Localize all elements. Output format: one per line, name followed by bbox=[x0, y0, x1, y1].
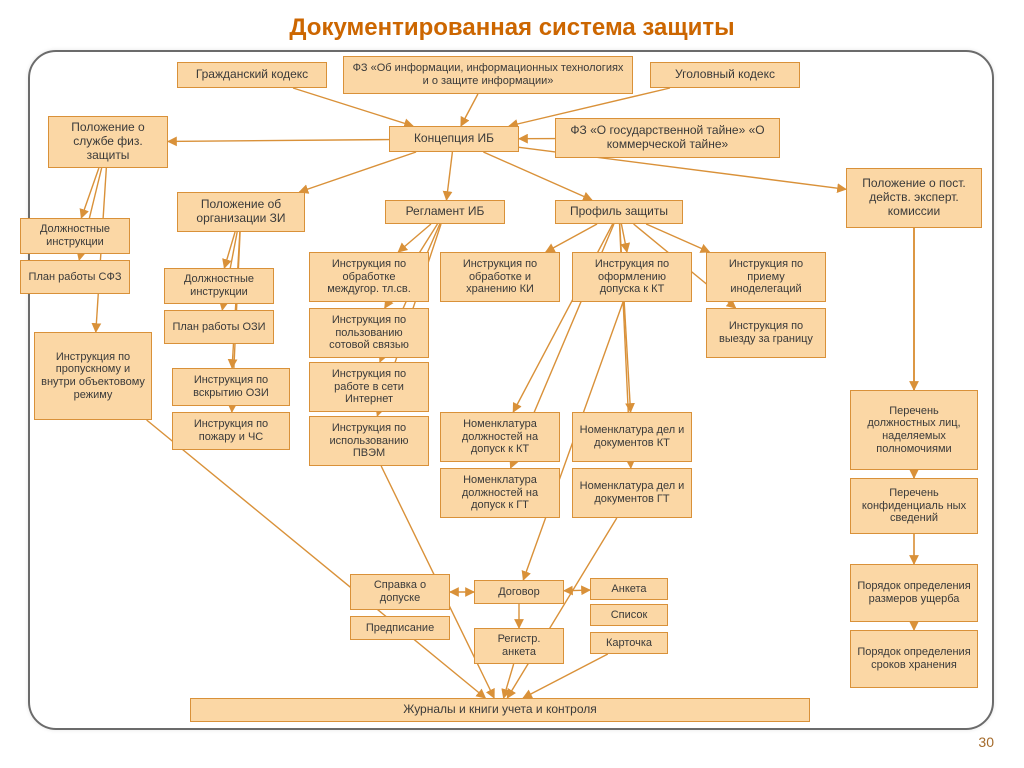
node-label: Должностные инструкции bbox=[171, 273, 267, 298]
node-gk: Гражданский кодекс bbox=[177, 62, 327, 88]
node-label: Номенклатура должностей на допуск к КТ bbox=[447, 418, 553, 456]
node-uk: Уголовный кодекс bbox=[650, 62, 800, 88]
node-nomdgt: Номенклатура дел и документов ГТ bbox=[572, 468, 692, 518]
node-dolji1: Должностные инструкции bbox=[20, 218, 130, 254]
node-label: Регистр. анкета bbox=[481, 633, 557, 658]
node-label: Положение о пост. действ. эксперт. комис… bbox=[853, 177, 975, 218]
node-instrmg: Инструкция по обработке междугор. тл.св. bbox=[309, 252, 429, 302]
node-label: Предписание bbox=[357, 622, 443, 635]
node-label: Карточка bbox=[597, 637, 661, 650]
node-label: Инструкция по пропускному и внутри объек… bbox=[41, 351, 145, 402]
node-label: Номенклатура должностей на допуск к ГТ bbox=[447, 474, 553, 512]
node-fzt: ФЗ «О государственной тайне» «О коммерче… bbox=[555, 118, 780, 158]
node-instrpozh: Инструкция по пожару и ЧС bbox=[172, 412, 290, 450]
node-label: Перечень должностных лиц, наделяемых пол… bbox=[857, 405, 971, 456]
node-perdolj: Перечень должностных лиц, наделяемых пол… bbox=[850, 390, 978, 470]
node-label: Журналы и книги учета и контроля bbox=[197, 703, 803, 717]
node-polozi: Положение об организации ЗИ bbox=[177, 192, 305, 232]
node-label: Список bbox=[597, 609, 661, 622]
node-perkonf: Перечень конфиденциаль ных сведений bbox=[850, 478, 978, 534]
node-instrki: Инструкция по обработке и хранению КИ bbox=[440, 252, 560, 302]
node-anketa: Анкета bbox=[590, 578, 668, 600]
node-plansfz: План работы СФЗ bbox=[20, 260, 130, 294]
node-label: План работы СФЗ bbox=[27, 271, 123, 284]
node-label: Перечень конфиденциаль ных сведений bbox=[857, 487, 971, 525]
node-label: Инструкция по вскрытию ОЗИ bbox=[179, 374, 283, 399]
node-label: Гражданский кодекс bbox=[184, 68, 320, 82]
node-label: Инструкция по работе в сети Интернет bbox=[316, 368, 422, 406]
node-label: Справка о допуске bbox=[357, 579, 443, 604]
node-label: Инструкция по пользованию сотовой связью bbox=[316, 314, 422, 352]
node-nomgt: Номенклатура должностей на допуск к ГТ bbox=[440, 468, 560, 518]
node-label: ФЗ «О государственной тайне» «О коммерче… bbox=[562, 124, 773, 152]
node-instrinet: Инструкция по работе в сети Интернет bbox=[309, 362, 429, 412]
node-label: Инструкция по оформлению допуска к КТ bbox=[579, 258, 685, 296]
node-fzinfo: ФЗ «Об информации, информационных технол… bbox=[343, 56, 633, 94]
node-label: Регламент ИБ bbox=[392, 205, 498, 219]
node-label: Инструкция по обработке и хранению КИ bbox=[447, 258, 553, 296]
node-zhurnaly: Журналы и книги учета и контроля bbox=[190, 698, 810, 722]
node-profz: Профиль защиты bbox=[555, 200, 683, 224]
node-label: Должностные инструкции bbox=[27, 223, 123, 248]
slide-number: 30 bbox=[978, 734, 994, 750]
node-label: Анкета bbox=[597, 583, 661, 596]
node-label: Порядок определения размеров ущерба bbox=[857, 580, 971, 605]
node-instrvsk: Инструкция по вскрытию ОЗИ bbox=[172, 368, 290, 406]
node-label: Номенклатура дел и документов КТ bbox=[579, 424, 685, 449]
node-polpek: Положение о пост. действ. эксперт. комис… bbox=[846, 168, 982, 228]
node-instrkt: Инструкция по оформлению допуска к КТ bbox=[572, 252, 692, 302]
node-label: Номенклатура дел и документов ГТ bbox=[579, 480, 685, 505]
node-label: Положение об организации ЗИ bbox=[184, 198, 298, 226]
node-konc: Концепция ИБ bbox=[389, 126, 519, 152]
node-planozi: План работы ОЗИ bbox=[164, 310, 274, 344]
node-nomdkt: Номенклатура дел и документов КТ bbox=[572, 412, 692, 462]
node-spisok: Список bbox=[590, 604, 668, 626]
node-label: Положение о службе физ. защиты bbox=[55, 121, 161, 162]
node-label: Уголовный кодекс bbox=[657, 68, 793, 82]
node-instrsot: Инструкция по пользованию сотовой связью bbox=[309, 308, 429, 358]
node-spravka: Справка о допуске bbox=[350, 574, 450, 610]
node-label: Профиль защиты bbox=[562, 205, 676, 219]
node-instrpvem: Инструкция по использованию ПВЭМ bbox=[309, 416, 429, 466]
node-nomkt: Номенклатура должностей на допуск к КТ bbox=[440, 412, 560, 462]
node-regib: Регламент ИБ bbox=[385, 200, 505, 224]
node-reganketa: Регистр. анкета bbox=[474, 628, 564, 664]
node-label: Инструкция по пожару и ЧС bbox=[179, 418, 283, 443]
node-poru: Порядок определения размеров ущерба bbox=[850, 564, 978, 622]
node-label: План работы ОЗИ bbox=[171, 321, 267, 334]
node-label: Инструкция по использованию ПВЭМ bbox=[316, 422, 422, 460]
node-label: Инструкция по приему иноделегаций bbox=[713, 258, 819, 296]
node-predp: Предписание bbox=[350, 616, 450, 640]
node-instrprop: Инструкция по пропускному и внутри объек… bbox=[34, 332, 152, 420]
node-label: Инструкция по выезду за границу bbox=[713, 320, 819, 345]
node-dolji2: Должностные инструкции bbox=[164, 268, 274, 304]
page-title-text: Документированная система защиты bbox=[289, 14, 734, 41]
page-title: Документированная система защиты bbox=[0, 14, 1024, 42]
node-label: Инструкция по обработке междугор. тл.св. bbox=[316, 258, 422, 296]
node-porsr: Порядок определения сроков хранения bbox=[850, 630, 978, 688]
node-instrinod: Инструкция по приему иноделегаций bbox=[706, 252, 826, 302]
node-dogovor: Договор bbox=[474, 580, 564, 604]
node-label: Концепция ИБ bbox=[396, 132, 512, 146]
node-polsfz: Положение о службе физ. защиты bbox=[48, 116, 168, 168]
node-label: Порядок определения сроков хранения bbox=[857, 646, 971, 671]
node-instrvyezd: Инструкция по выезду за границу bbox=[706, 308, 826, 358]
node-label: Договор bbox=[481, 586, 557, 599]
node-kartochka: Карточка bbox=[590, 632, 668, 654]
node-label: ФЗ «Об информации, информационных технол… bbox=[350, 62, 626, 87]
